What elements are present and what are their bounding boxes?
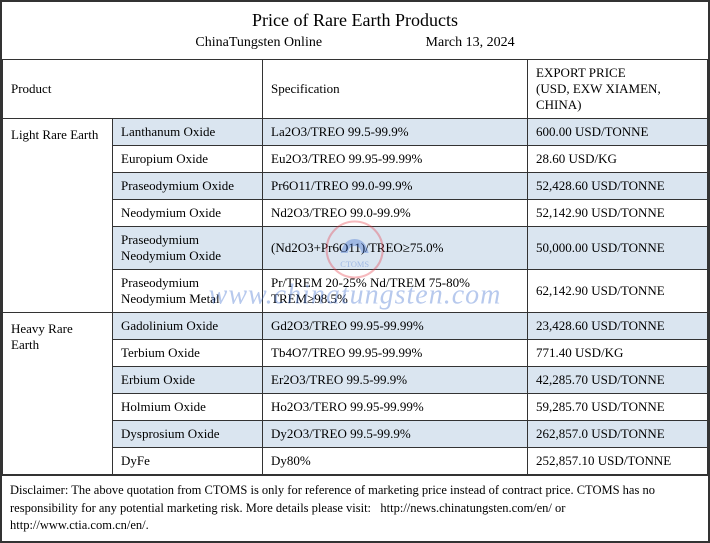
spec-cell: Pr6O11/TREO 99.0-99.9% (263, 173, 528, 200)
product-cell: Praseodymium Neodymium Oxide (113, 227, 263, 270)
price-cell: 59,285.70 USD/TONNE (528, 394, 708, 421)
page-subtitle: ChinaTungsten Online March 13, 2024 (2, 35, 708, 59)
price-table: Product Specification EXPORT PRICE (USD,… (2, 59, 708, 475)
product-cell: Praseodymium Oxide (113, 173, 263, 200)
price-table-container: Price of Rare Earth Products ChinaTungst… (0, 0, 710, 543)
price-cell: 52,428.60 USD/TONNE (528, 173, 708, 200)
table-header-row: Product Specification EXPORT PRICE (USD,… (3, 60, 708, 119)
price-cell: 50,000.00 USD/TONNE (528, 227, 708, 270)
product-cell: Dysprosium Oxide (113, 421, 263, 448)
price-cell: 23,428.60 USD/TONNE (528, 313, 708, 340)
header-export-price-main: EXPORT PRICE (536, 65, 699, 81)
price-cell: 52,142.90 USD/TONNE (528, 200, 708, 227)
price-cell: 28.60 USD/KG (528, 146, 708, 173)
spec-cell: Eu2O3/TREO 99.95-99.99% (263, 146, 528, 173)
product-cell: DyFe (113, 448, 263, 475)
date-label: March 13, 2024 (426, 35, 515, 51)
spec-cell: Gd2O3/TREO 99.95-99.99% (263, 313, 528, 340)
header-export-price-sub: (USD, EXW XIAMEN, CHINA) (536, 81, 699, 113)
source-label: ChinaTungsten Online (195, 35, 322, 51)
spec-cell: Dy2O3/TREO 99.5-99.9% (263, 421, 528, 448)
table-row: Heavy Rare EarthGadolinium OxideGd2O3/TR… (3, 313, 708, 340)
price-cell: 42,285.70 USD/TONNE (528, 367, 708, 394)
disclaimer-text: Disclaimer: The above quotation from CTO… (2, 475, 708, 541)
spec-cell: Pr/TREM 20-25% Nd/TREM 75-80% TREM≥98.5% (263, 270, 528, 313)
product-cell: Holmium Oxide (113, 394, 263, 421)
price-cell: 771.40 USD/KG (528, 340, 708, 367)
price-cell: 252,857.10 USD/TONNE (528, 448, 708, 475)
category-cell: Heavy Rare Earth (3, 313, 113, 475)
spec-cell: (Nd2O3+Pr6O11)/TREO≥75.0% (263, 227, 528, 270)
product-cell: Gadolinium Oxide (113, 313, 263, 340)
price-cell: 262,857.0 USD/TONNE (528, 421, 708, 448)
spec-cell: Nd2O3/TREO 99.0-99.9% (263, 200, 528, 227)
spec-cell: Ho2O3/TERO 99.95-99.99% (263, 394, 528, 421)
table-row: Light Rare EarthLanthanum OxideLa2O3/TRE… (3, 119, 708, 146)
product-cell: Praseodymium Neodymium Metal (113, 270, 263, 313)
product-cell: Neodymium Oxide (113, 200, 263, 227)
spec-cell: Dy80% (263, 448, 528, 475)
header-export-price: EXPORT PRICE (USD, EXW XIAMEN, CHINA) (528, 60, 708, 119)
product-cell: Erbium Oxide (113, 367, 263, 394)
product-cell: Europium Oxide (113, 146, 263, 173)
header-product: Product (3, 60, 263, 119)
header-specification: Specification (263, 60, 528, 119)
page-title: Price of Rare Earth Products (2, 2, 708, 35)
product-cell: Lanthanum Oxide (113, 119, 263, 146)
price-cell: 600.00 USD/TONNE (528, 119, 708, 146)
product-cell: Terbium Oxide (113, 340, 263, 367)
price-cell: 62,142.90 USD/TONNE (528, 270, 708, 313)
spec-cell: La2O3/TREO 99.5-99.9% (263, 119, 528, 146)
spec-cell: Er2O3/TREO 99.5-99.9% (263, 367, 528, 394)
category-cell: Light Rare Earth (3, 119, 113, 313)
spec-cell: Tb4O7/TREO 99.95-99.99% (263, 340, 528, 367)
